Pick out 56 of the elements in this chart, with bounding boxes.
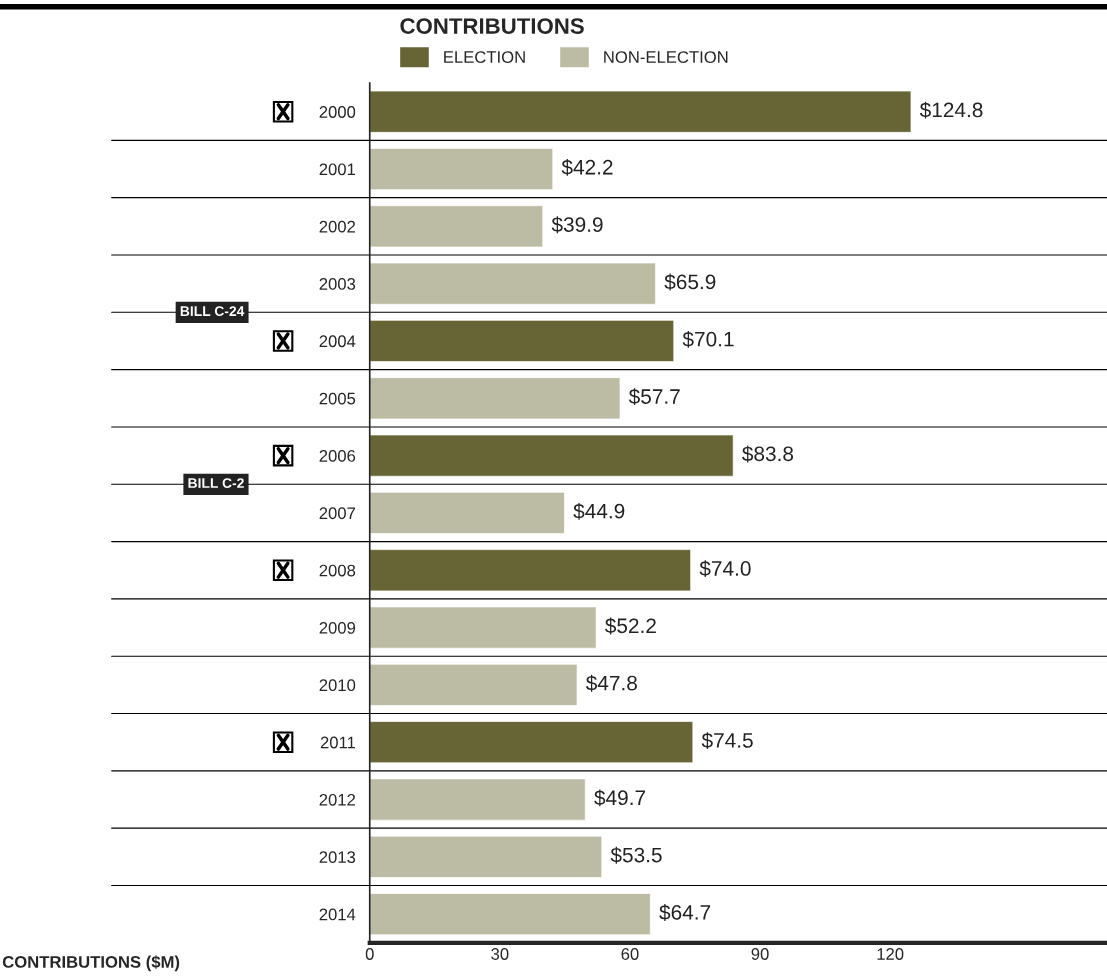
- data-label: $53.5: [610, 846, 662, 864]
- y-tick-label: 2006: [319, 450, 356, 462]
- bar: [369, 778, 586, 821]
- legend-label: ELECTION: [444, 51, 525, 63]
- bar: [369, 90, 912, 133]
- y-tick-label: 2011: [320, 736, 356, 749]
- y-tick-label: 2001: [319, 163, 356, 176]
- x-tick-label: 90: [751, 948, 769, 960]
- y-tick-label: 2013: [319, 851, 356, 864]
- x-tick-label: 30: [491, 948, 509, 960]
- y-tick-label: 2010: [319, 679, 356, 692]
- legend-label: NON-ELECTION: [604, 51, 728, 63]
- bar: [369, 663, 578, 706]
- y-tick-label: 2002: [319, 220, 356, 233]
- data-label: $124.8: [919, 101, 983, 119]
- x-tick-label: 60: [621, 948, 639, 960]
- bar: [369, 377, 621, 420]
- text: BILL C-24: [180, 306, 245, 317]
- bar: [369, 893, 651, 936]
- data-label: $83.8: [742, 445, 794, 463]
- bar: [369, 148, 554, 191]
- y-tick-label: 2003: [319, 278, 356, 290]
- bar: [369, 262, 656, 305]
- y-tick-label: 2008: [319, 564, 356, 577]
- data-label: $49.7: [594, 789, 646, 807]
- data-label: $65.9: [664, 273, 716, 291]
- data-label: $39.9: [551, 216, 603, 234]
- bar: [369, 319, 675, 362]
- x-tick-label: 120: [877, 948, 904, 960]
- data-label: $42.2: [561, 158, 613, 176]
- bar: [369, 205, 544, 248]
- data-label: $64.7: [659, 904, 711, 921]
- y-tick-label: 2007: [319, 507, 356, 520]
- bar: [369, 606, 597, 649]
- data-label: $52.2: [605, 617, 656, 635]
- bar: [369, 721, 694, 764]
- y-tick-label: 2014: [319, 908, 356, 921]
- x-tick-label: 0: [365, 948, 374, 960]
- bar: [369, 549, 692, 592]
- data-label: $70.1: [682, 330, 734, 348]
- data-label: $74.5: [701, 732, 753, 750]
- bar: [369, 835, 603, 878]
- y-tick-label: 2000: [319, 106, 356, 118]
- y-tick-label: 2005: [319, 392, 356, 405]
- y-tick-label: 2004: [319, 335, 356, 348]
- data-label: $44.9: [573, 502, 625, 520]
- data-label: $57.7: [628, 388, 680, 406]
- y-tick-label: 2012: [319, 793, 356, 806]
- text: BILL C-2: [188, 478, 244, 488]
- bar: [369, 434, 734, 477]
- text: CONTRIBUTIONS ($M): [2, 955, 180, 972]
- bar: [369, 491, 565, 534]
- data-label: $74.0: [699, 560, 751, 578]
- legend-title: CONTRIBUTIONS: [400, 18, 584, 34]
- y-tick-label: 2009: [319, 621, 356, 634]
- data-label: $47.8: [585, 674, 637, 692]
